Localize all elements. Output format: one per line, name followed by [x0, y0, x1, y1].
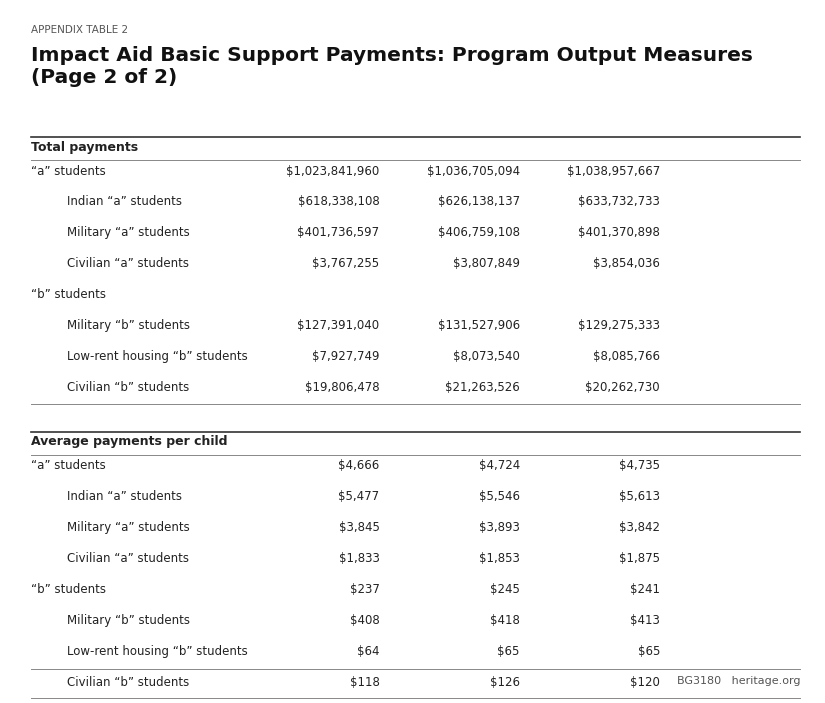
Text: “a” students: “a” students [31, 165, 106, 177]
Text: “b” students: “b” students [31, 583, 106, 595]
Text: $131,527,906: $131,527,906 [437, 319, 520, 332]
Text: $245: $245 [490, 583, 520, 595]
Text: $4,666: $4,666 [338, 459, 380, 472]
Text: $3,767,255: $3,767,255 [313, 257, 380, 270]
Text: Low-rent housing “b” students: Low-rent housing “b” students [52, 350, 247, 363]
Text: $626,138,137: $626,138,137 [437, 195, 520, 208]
Text: Civilian “b” students: Civilian “b” students [52, 676, 189, 688]
Text: Indian “a” students: Indian “a” students [52, 490, 182, 503]
Text: $3,842: $3,842 [619, 521, 660, 534]
Text: Civilian “a” students: Civilian “a” students [52, 257, 189, 270]
Text: $19,806,478: $19,806,478 [305, 381, 380, 394]
Text: $20,262,730: $20,262,730 [586, 381, 660, 394]
Text: $5,477: $5,477 [338, 490, 380, 503]
Text: Military “b” students: Military “b” students [52, 319, 190, 332]
Text: APPENDIX TABLE 2: APPENDIX TABLE 2 [31, 25, 129, 34]
Text: Total payments: Total payments [31, 141, 139, 153]
Text: Military “a” students: Military “a” students [52, 521, 190, 534]
Text: $1,853: $1,853 [478, 552, 520, 565]
Text: $64: $64 [357, 645, 380, 657]
Text: $3,854,036: $3,854,036 [593, 257, 660, 270]
Text: $4,735: $4,735 [619, 459, 660, 472]
Text: $120: $120 [630, 676, 660, 688]
Text: $408: $408 [350, 614, 380, 626]
Text: $65: $65 [497, 645, 520, 657]
Text: Average payments per child: Average payments per child [31, 435, 228, 448]
Text: $5,613: $5,613 [619, 490, 660, 503]
Text: $3,845: $3,845 [338, 521, 380, 534]
Text: Military “b” students: Military “b” students [52, 614, 190, 626]
Text: $8,085,766: $8,085,766 [593, 350, 660, 363]
Text: Low-rent housing “b” students: Low-rent housing “b” students [52, 645, 247, 657]
Text: Indian “a” students: Indian “a” students [52, 195, 182, 208]
Text: $7,927,749: $7,927,749 [312, 350, 380, 363]
Text: $1,023,841,960: $1,023,841,960 [286, 165, 380, 177]
Text: $1,833: $1,833 [338, 552, 380, 565]
Text: $129,275,333: $129,275,333 [578, 319, 660, 332]
Text: Impact Aid Basic Support Payments: Program Output Measures
(Page 2 of 2): Impact Aid Basic Support Payments: Progr… [31, 46, 753, 86]
Text: $3,893: $3,893 [478, 521, 520, 534]
Text: $3,807,849: $3,807,849 [453, 257, 520, 270]
Text: $401,370,898: $401,370,898 [578, 226, 660, 239]
Text: $127,391,040: $127,391,040 [297, 319, 380, 332]
Text: $1,038,957,667: $1,038,957,667 [567, 165, 660, 177]
Text: BG3180   heritage.org: BG3180 heritage.org [676, 676, 800, 686]
Text: $21,263,526: $21,263,526 [445, 381, 520, 394]
Text: $241: $241 [630, 583, 660, 595]
Text: $418: $418 [490, 614, 520, 626]
Text: $618,338,108: $618,338,108 [298, 195, 380, 208]
Text: $118: $118 [350, 676, 380, 688]
Text: $65: $65 [638, 645, 660, 657]
Text: Civilian “b” students: Civilian “b” students [52, 381, 189, 394]
Text: $633,732,733: $633,732,733 [578, 195, 660, 208]
Text: $237: $237 [350, 583, 380, 595]
Text: $5,546: $5,546 [478, 490, 520, 503]
Text: $1,036,705,094: $1,036,705,094 [427, 165, 520, 177]
Text: “b” students: “b” students [31, 288, 106, 301]
Text: $413: $413 [630, 614, 660, 626]
Text: $406,759,108: $406,759,108 [438, 226, 520, 239]
Text: “a” students: “a” students [31, 459, 106, 472]
Text: $126: $126 [490, 676, 520, 688]
Text: $8,073,540: $8,073,540 [453, 350, 520, 363]
Text: $401,736,597: $401,736,597 [297, 226, 380, 239]
Text: $4,724: $4,724 [478, 459, 520, 472]
Text: $1,875: $1,875 [619, 552, 660, 565]
Text: Military “a” students: Military “a” students [52, 226, 190, 239]
Text: Civilian “a” students: Civilian “a” students [52, 552, 189, 565]
